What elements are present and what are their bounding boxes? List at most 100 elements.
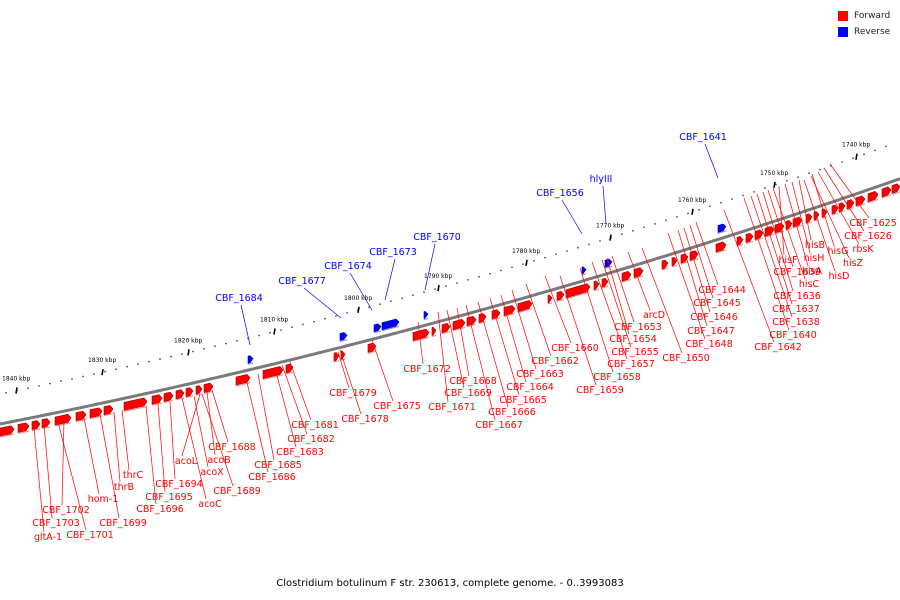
forward-gene[interactable] [466,315,477,328]
scale-dot [5,391,7,394]
scale-dot [269,331,271,334]
scale-dot [280,329,282,331]
forward-gene[interactable] [452,318,466,332]
forward-gene[interactable] [285,363,294,375]
reverse-gene[interactable] [339,332,348,343]
forward-swatch [838,10,848,21]
forward-gene[interactable] [881,186,892,199]
gene-label-cbf-1639: CBF_1639 [767,189,821,278]
forward-gene[interactable] [54,413,72,427]
scale-label: 1760 kbp [678,197,706,204]
forward-gene[interactable] [151,394,163,406]
scale-dot [93,373,95,375]
forward-gene[interactable] [838,202,846,214]
forward-gene[interactable] [333,352,340,363]
forward-gene[interactable] [805,213,813,225]
scale-dot [170,355,172,358]
gene-label-cbf-1656: CBF_1656 [536,188,584,235]
forward-gene[interactable] [412,328,430,343]
gene-label-thrb: thrB [113,411,134,493]
gene-features [0,183,900,438]
gene-label-cbf-1659: CBF_1659 [559,275,624,396]
forward-gene[interactable] [103,405,114,417]
scale-dot [544,256,546,259]
forward-gene[interactable] [185,387,194,399]
scale-dot [489,272,491,275]
svg-text:CBF_1681: CBF_1681 [291,420,339,431]
reverse-gene[interactable] [717,223,727,234]
gene-label-acol: acoL [175,393,201,467]
reverse-gene[interactable] [423,310,429,321]
scale-dot [71,378,73,380]
scale-dot [643,226,645,229]
forward-gene[interactable] [31,420,41,432]
forward-gene[interactable] [0,425,15,438]
svg-text:hisC: hisC [799,279,820,290]
scale-tick [101,368,104,376]
scale-dot [698,209,700,211]
forward-gene[interactable] [661,259,669,271]
forward-gene[interactable] [262,366,284,381]
forward-gene[interactable] [593,280,600,292]
forward-gene[interactable] [17,422,30,434]
forward-gene[interactable] [745,232,754,244]
scale-dot [852,157,854,160]
forward-gene[interactable] [517,300,533,314]
svg-text:CBF_1688: CBF_1688 [208,442,256,453]
scale-dot [38,385,40,387]
reverse-gene[interactable] [373,323,382,334]
gene-label-hisb: hisB [798,179,825,251]
svg-text:CBF_1639: CBF_1639 [773,267,821,278]
forward-gene[interactable] [89,407,103,420]
gene-label-cbf-1636: CBF_1636 [762,191,821,302]
forward-gene[interactable] [891,183,900,196]
svg-text:CBF_1686: CBF_1686 [248,472,296,483]
svg-text:CBF_1668: CBF_1668 [449,376,497,387]
forward-gene[interactable] [163,391,174,404]
forward-gene[interactable] [123,397,148,412]
gene-label-hisg: hisG [811,173,848,257]
forward-gene[interactable] [503,305,516,318]
gene-label-cbf-1675: CBF_1675 [371,339,421,412]
reverse-gene[interactable] [381,318,400,332]
scale-dot [874,149,876,152]
forward-gene[interactable] [764,226,775,238]
forward-gene[interactable] [633,267,644,280]
forward-gene[interactable] [601,277,609,289]
forward-gene[interactable] [736,236,744,247]
svg-text:CBF_1672: CBF_1672 [403,364,451,375]
forward-gene[interactable] [831,204,839,216]
scale-dot [522,263,524,265]
scale-dot [665,219,667,222]
forward-gene[interactable] [671,256,678,268]
gene-label-cbf-1695: CBF_1695 [145,403,193,503]
gene-label-cbf-1654: CBF_1654 [606,257,657,345]
forward-gene[interactable] [195,385,203,396]
gene-label-cbf-1694: CBF_1694 [155,401,203,490]
forward-gene[interactable] [792,216,803,229]
forward-gene[interactable] [621,271,632,283]
scale-dot [753,191,755,193]
forward-gene[interactable] [754,229,764,242]
svg-text:thrC: thrC [123,470,144,481]
forward-gene[interactable] [785,220,793,231]
forward-gene[interactable] [441,323,451,335]
scale-dot [764,187,766,190]
forward-gene[interactable] [556,290,565,302]
scale-dot [82,375,84,378]
forward-gene[interactable] [565,283,591,300]
forward-gene[interactable] [547,294,553,305]
forward-gene[interactable] [175,389,185,401]
forward-gene[interactable] [41,418,51,430]
reverse-gene[interactable] [247,355,254,365]
legend-forward: Forward [838,8,890,23]
forward-gene[interactable] [715,241,727,254]
forward-gene[interactable] [431,326,437,337]
scale-dot [445,285,447,287]
forward-gene[interactable] [846,199,855,211]
forward-gene[interactable] [235,374,251,387]
reverse-gene[interactable] [581,266,587,276]
forward-gene[interactable] [203,382,214,394]
forward-gene[interactable] [867,191,879,204]
gene-label-cbf-1684: CBF_1684 [215,293,263,346]
